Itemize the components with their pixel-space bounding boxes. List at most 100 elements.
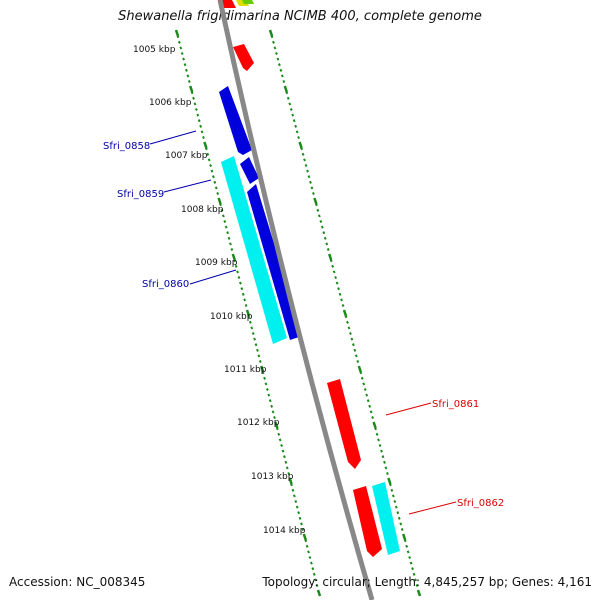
right-tick-mark [310, 186, 314, 190]
left-tick-mark [291, 488, 295, 492]
right-tick-mark [380, 449, 383, 453]
right-tick-mark [408, 555, 412, 560]
left-tick-track [174, 29, 322, 597]
left-tick-mark [233, 259, 237, 263]
right-tick-mark [394, 505, 398, 509]
left-tick-mark [236, 270, 239, 274]
left-tick-mark [261, 371, 265, 375]
right-tick-mark [312, 191, 315, 196]
right-tick-mark [335, 281, 339, 285]
right-tick-mark [381, 455, 385, 459]
left-tick-mark [304, 539, 308, 543]
gene-sfri-0861 [327, 379, 361, 469]
left-tick-mark [180, 51, 184, 56]
right-tick-mark [388, 483, 392, 487]
right-tick-mark [362, 382, 366, 386]
left-tick-mark [231, 253, 236, 261]
left-tick-mark [314, 578, 318, 582]
left-tick-mark [300, 522, 303, 526]
left-tick-mark [190, 91, 194, 95]
left-tick-mark [234, 264, 238, 268]
right-tick-mark [411, 567, 414, 571]
gene-top-green [242, 0, 254, 4]
left-tick-mark [216, 191, 220, 196]
scale-label: 1014 kbp [263, 526, 306, 536]
left-tick-mark [268, 399, 272, 403]
left-tick-mark [212, 175, 215, 179]
left-tick-mark [226, 231, 230, 235]
left-tick-mark [280, 443, 283, 448]
right-tick-mark [386, 471, 389, 476]
right-tick-mark [322, 231, 326, 235]
left-tick-mark [264, 382, 268, 386]
right-tick-mark [414, 578, 417, 582]
left-tick-mark [182, 57, 186, 61]
left-tick-mark [240, 287, 244, 291]
right-tick-mark [365, 393, 369, 397]
right-tick-mark [303, 158, 306, 162]
right-tick-mark [391, 494, 395, 498]
scale-label: 1005 kbp [133, 45, 176, 55]
right-tick-mark [412, 572, 416, 576]
right-tick-mark [377, 438, 380, 442]
left-tick-mark [277, 432, 281, 436]
right-tick-mark [320, 225, 324, 229]
right-tick-mark [396, 511, 400, 515]
right-tick-mark [341, 303, 345, 308]
gene-label: Sfri_0859 [117, 189, 164, 200]
scale-label: 1012 kbp [237, 418, 280, 428]
left-tick-mark [237, 275, 241, 280]
gene-label: Sfri_0862 [457, 498, 504, 509]
left-tick-mark [297, 511, 301, 515]
left-tick-mark [206, 152, 210, 156]
gene-sfri-0862 [353, 486, 382, 557]
right-tick-mark [304, 163, 308, 168]
gene-label: Sfri_0861 [432, 399, 479, 410]
left-tick-mark [298, 516, 302, 520]
right-tick-mark [294, 124, 298, 128]
gene-track [218, 0, 400, 557]
genome-backbone [217, 0, 375, 600]
right-tick-mark [283, 85, 288, 93]
right-tick-mark [291, 113, 295, 117]
right-tick-mark [334, 275, 338, 280]
left-tick-mark [312, 572, 316, 576]
right-tick-mark [369, 410, 373, 414]
right-tick-mark [415, 583, 419, 588]
right-tick-mark [313, 197, 318, 205]
right-tick-mark [300, 147, 303, 151]
right-tick-mark [344, 315, 348, 319]
left-tick-mark [209, 163, 212, 168]
right-tick-mark [351, 343, 355, 347]
left-tick-mark [203, 141, 208, 149]
right-tick-mark [316, 208, 320, 212]
backbone-line [217, 0, 375, 600]
right-tick-mark [337, 287, 340, 291]
right-tick-mark [402, 533, 407, 541]
gene-label: Sfri_0860 [142, 279, 189, 290]
right-tick-mark [301, 152, 305, 156]
left-tick-mark [210, 169, 214, 173]
scale-label: 1009 kbp [195, 258, 238, 268]
left-tick-mark [243, 298, 247, 302]
genome-summary-text: Topology: circular; Length: 4,845,257 bp… [262, 575, 592, 589]
left-tick-mark [270, 404, 274, 408]
left-tick-mark [192, 96, 195, 100]
left-tick-mark [177, 40, 181, 44]
left-tick-mark [271, 410, 275, 414]
left-tick-mark [207, 158, 211, 162]
left-tick-mark [197, 119, 201, 123]
right-tick-mark [384, 466, 388, 470]
right-tick-mark [359, 371, 363, 375]
left-tick-mark [257, 354, 261, 358]
gene-sfri-0858 [219, 86, 252, 155]
scale-label: 1011 kbp [224, 365, 267, 375]
left-tick-mark [250, 326, 254, 330]
right-tick-mark [272, 40, 275, 44]
left-tick-mark [241, 292, 245, 296]
left-tick-mark [287, 471, 291, 476]
left-tick-mark [193, 102, 197, 106]
right-tick-mark [357, 365, 362, 373]
scale-label: 1010 kbp [210, 312, 253, 322]
